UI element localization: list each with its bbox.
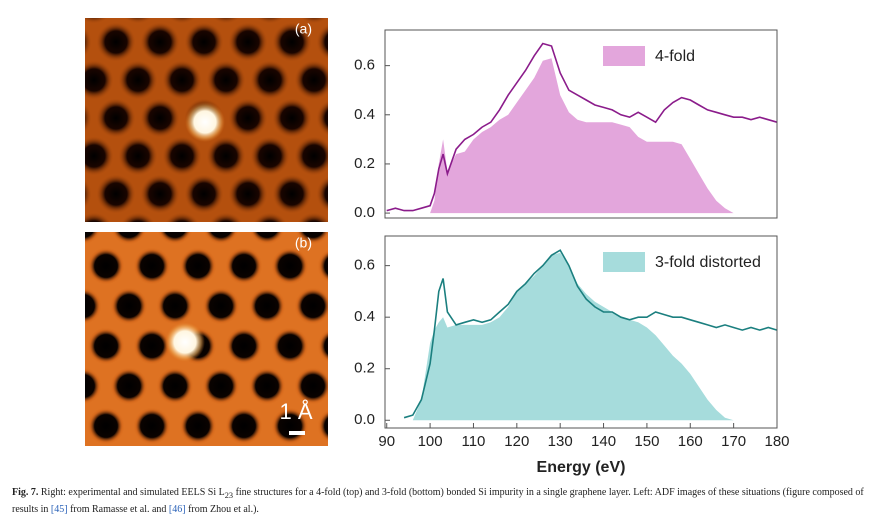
x-tick-label: 120 [504, 433, 529, 450]
x-tick-label: 90 [378, 433, 395, 450]
x-tick-label: 160 [678, 433, 703, 450]
panel-label: (a) [295, 21, 312, 37]
caption: Fig. 7. Right: experimental and simulate… [12, 486, 864, 517]
y-tick-label: 0.4 [354, 308, 375, 325]
legend-label: 4-fold [655, 48, 695, 65]
experimental-line [386, 42, 778, 212]
x-tick-label: 130 [548, 433, 573, 450]
y-tick-label: 0.4 [354, 106, 375, 123]
adf-image-b [85, 232, 328, 446]
panel-label: (b) [295, 235, 312, 251]
reference[interactable]: [45] [50, 504, 68, 515]
x-tick-label: 140 [591, 433, 616, 450]
x-tick-label: 110 [461, 433, 485, 450]
x-axis-label: Energy (eV) [537, 459, 626, 476]
legend-label: 3-fold distorted [655, 254, 761, 271]
experimental-line [403, 249, 778, 419]
y-tick-label: 0.2 [354, 155, 375, 172]
caption-label: Fig. 7. [12, 487, 39, 498]
reference[interactable]: [46] [168, 504, 186, 515]
y-tick-label: 0.0 [354, 411, 375, 428]
caption-text: fine structures for a 4-fold (top) and 3… [12, 487, 864, 515]
scale-bar-label: 1 Å [279, 399, 312, 424]
y-tick-label: 0.6 [354, 257, 375, 274]
simulated-area [412, 252, 734, 421]
simulated-area [386, 58, 777, 214]
caption-text: from Zhou et al.). [185, 504, 259, 515]
x-tick-label: 170 [721, 433, 746, 450]
si-atom [165, 322, 205, 362]
x-tick-label: 180 [764, 433, 789, 450]
plot-frame [384, 235, 778, 429]
caption-text: from Ramasse et al. and [67, 504, 169, 515]
legend-swatch [603, 252, 645, 272]
plot-frame [384, 29, 778, 219]
x-tick-label: 100 [418, 433, 443, 450]
caption-text: Right: experimental and simulated EELS S… [38, 487, 225, 498]
si-atom [185, 102, 225, 142]
figure: (a) (b) 1 Å 0.0 0.2 0.4 0.6 4-fold 0.0 0.2 0.4 0… [85, 18, 790, 476]
legend-swatch [603, 46, 645, 66]
caption-sub: 23 [224, 491, 234, 500]
x-tick-label: 150 [634, 433, 659, 450]
y-tick-label: 0.0 [354, 204, 375, 221]
y-tick-label: 0.2 [354, 360, 375, 377]
scale-bar [289, 431, 305, 435]
y-tick-label: 0.6 [354, 57, 375, 74]
